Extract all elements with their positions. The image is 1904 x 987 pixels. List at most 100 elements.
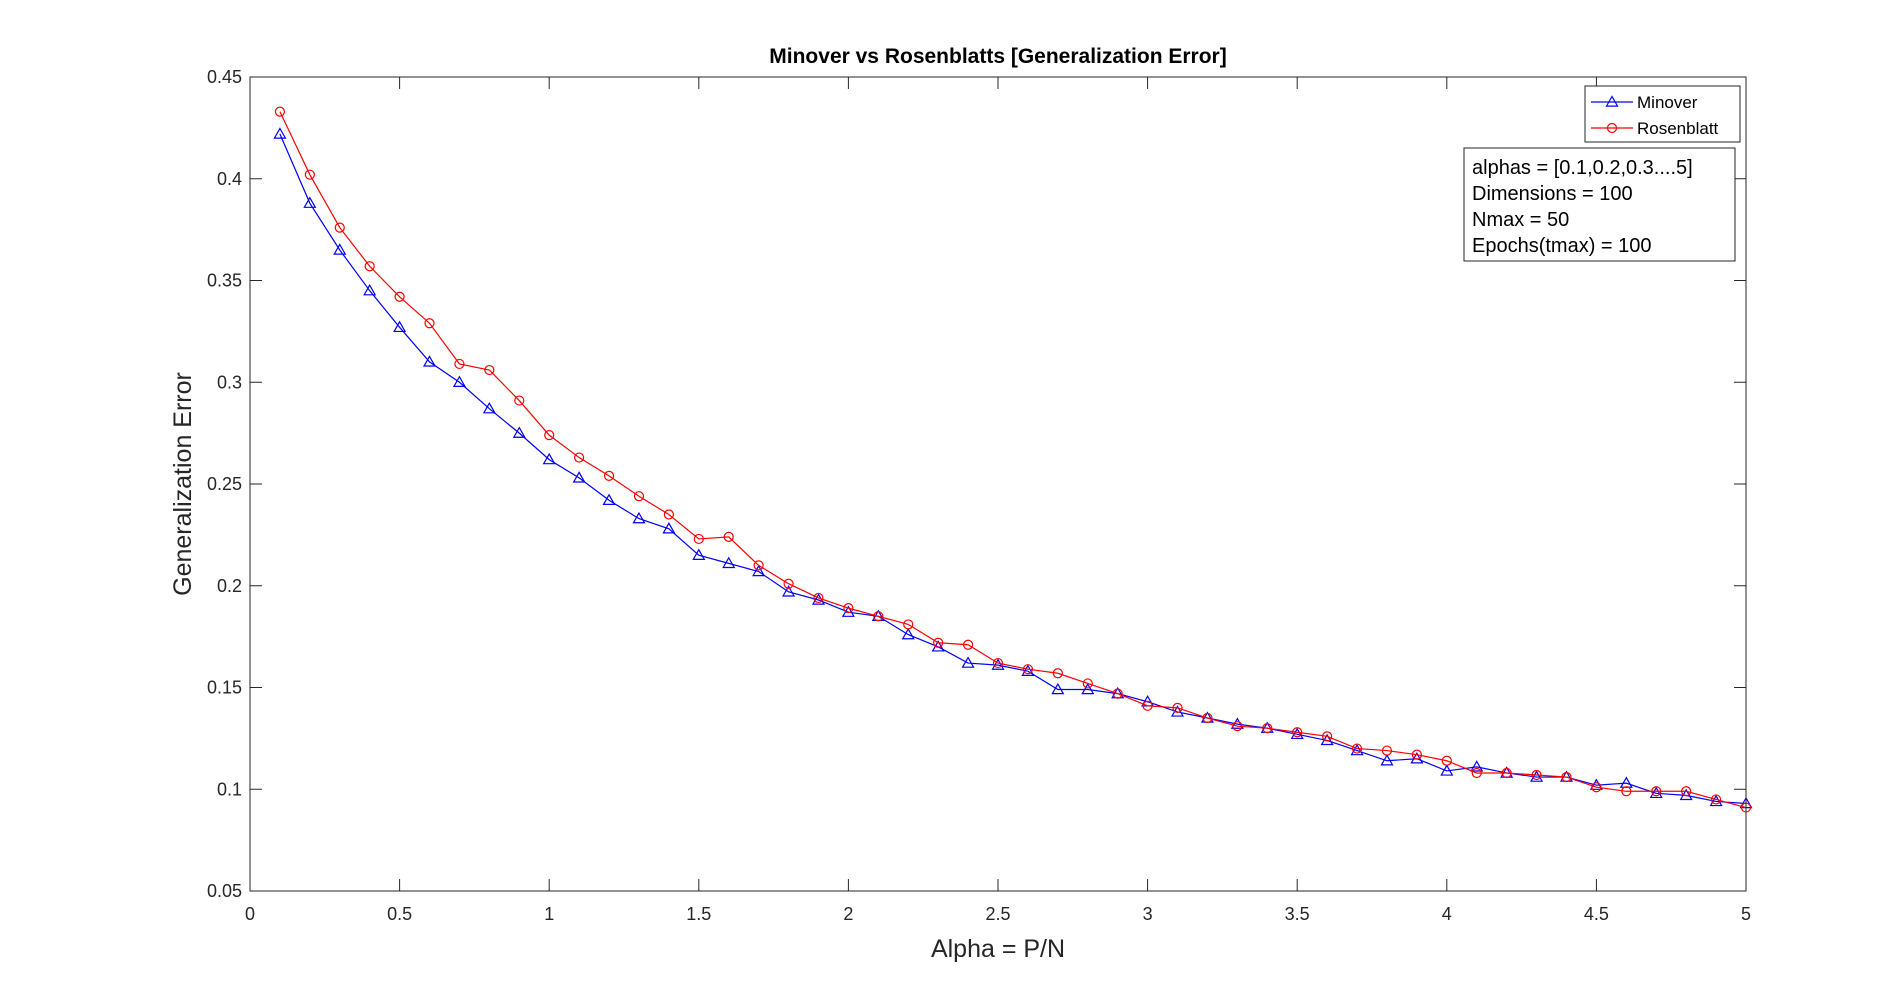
- legend-marker-minover: [1605, 95, 1619, 107]
- data-point-rosenblatt: [334, 222, 345, 233]
- y-tick-label: 0.05: [207, 881, 242, 901]
- y-tick-label: 0.3: [217, 372, 242, 392]
- tick-labels: 0 0.5 1 1.5 2 2.5 3 3.5 4 4.5 5 0.05 0.1 0.15 0.2 0.25 0…: [207, 67, 1751, 924]
- data-point-rosenblatt: [873, 611, 884, 622]
- data-point-rosenblatt: [1651, 786, 1662, 797]
- data-point-rosenblatt: [514, 395, 525, 406]
- data-point-rosenblatt: [1142, 700, 1153, 711]
- data-point-rosenblatt: [1710, 794, 1722, 805]
- x-tick-label: 2.5: [985, 904, 1010, 924]
- x-tick-label: 1.5: [686, 904, 711, 924]
- data-point-rosenblatt: [1052, 668, 1063, 679]
- data-point-minover: [572, 471, 586, 483]
- annotation-line: alphas = [0.1,0.2,0.3....5]: [1472, 157, 1693, 179]
- data-point-minover: [632, 511, 646, 524]
- annotation-line: Nmax = 50: [1472, 209, 1569, 231]
- data-point-minover: [333, 243, 347, 255]
- y-tick-label: 0.45: [207, 67, 242, 87]
- data-point-rosenblatt: [274, 106, 286, 117]
- data-point-rosenblatt: [484, 364, 495, 376]
- data-point-rosenblatt: [1561, 771, 1572, 783]
- data-point-minover: [901, 627, 915, 640]
- data-point-rosenblatt: [723, 531, 734, 543]
- data-point-minover: [1051, 682, 1065, 695]
- chart-title: Minover vs Rosenblatts [Generalization E…: [769, 45, 1226, 68]
- data-point-rosenblatt: [1292, 727, 1303, 738]
- x-tick-label: 2: [843, 904, 853, 924]
- data-point-rosenblatt: [1441, 755, 1452, 766]
- data-point-minover: [1350, 743, 1364, 756]
- annotation-frame: [1463, 147, 1736, 262]
- data-point-minover: [1649, 786, 1663, 799]
- data-point-minover: [482, 401, 496, 414]
- data-point-rosenblatt: [1022, 664, 1034, 675]
- x-axis-title: Alpha = P/N: [931, 935, 1065, 963]
- data-point-rosenblatt: [1591, 782, 1602, 793]
- data-point-rosenblatt: [603, 470, 615, 481]
- y-axis-title: Generalization Error: [169, 372, 197, 596]
- data-point-minover: [1081, 682, 1095, 695]
- data-point-rosenblatt: [903, 619, 914, 630]
- data-point-rosenblatt: [843, 603, 854, 614]
- x-tick-label: 4: [1442, 904, 1452, 924]
- data-point-minover: [1230, 717, 1244, 729]
- data-point-rosenblatt: [663, 509, 674, 520]
- x-tick-label: 0: [245, 904, 255, 924]
- data-point-minover: [1290, 727, 1304, 740]
- data-point-minover: [512, 426, 526, 438]
- data-point-minover: [752, 564, 766, 577]
- series-rosenblatt: [274, 106, 1752, 813]
- data-point-rosenblatt: [1172, 702, 1183, 713]
- data-point-rosenblatt: [1112, 688, 1123, 699]
- data-point-rosenblatt: [1621, 786, 1632, 797]
- data-point-rosenblatt: [1232, 721, 1243, 732]
- data-point-rosenblatt: [1471, 767, 1482, 779]
- y-tick-label: 0.15: [207, 678, 242, 698]
- data-point-rosenblatt: [753, 560, 764, 571]
- data-point-rosenblatt: [962, 639, 974, 650]
- data-point-rosenblatt: [394, 291, 405, 302]
- data-point-minover: [422, 355, 437, 367]
- data-point-minover: [363, 283, 377, 296]
- data-point-minover: [961, 656, 975, 668]
- data-point-rosenblatt: [1262, 723, 1273, 734]
- data-point-rosenblatt: [1202, 712, 1213, 724]
- data-point-minover: [1470, 760, 1484, 772]
- annotation-line: Epochs(tmax) = 100: [1472, 235, 1652, 257]
- data-point-minover: [991, 658, 1005, 670]
- data-point-rosenblatt: [544, 430, 555, 441]
- y-tick-label: 0.35: [207, 271, 242, 291]
- y-tick-label: 0.25: [207, 474, 242, 494]
- data-point-rosenblatt: [992, 657, 1004, 669]
- data-point-rosenblatt: [454, 358, 465, 370]
- annotation-box: alphas = [0.1,0.2,0.3....5] Dimensions = …: [1463, 147, 1736, 262]
- data-point-minover: [1589, 778, 1603, 790]
- series-layer: [273, 106, 1753, 813]
- data-point-minover: [722, 556, 736, 569]
- annotation-line: Dimensions = 100: [1472, 183, 1633, 205]
- legend-label-minover: Minover: [1637, 93, 1698, 112]
- data-point-minover: [1440, 764, 1454, 776]
- legend: Minover Rosenblatt: [1584, 85, 1741, 143]
- y-tick-label: 0.2: [217, 576, 242, 596]
- x-tick-label: 3.5: [1285, 904, 1310, 924]
- y-tick-label: 0.1: [217, 779, 242, 799]
- data-point-rosenblatt: [1501, 767, 1512, 779]
- legend-marker-rosenblatt: [1606, 122, 1618, 134]
- data-point-rosenblatt: [1381, 745, 1393, 756]
- data-point-rosenblatt: [1531, 769, 1542, 781]
- data-point-rosenblatt: [1351, 743, 1363, 754]
- data-point-rosenblatt: [783, 578, 794, 589]
- data-point-minover: [782, 585, 796, 597]
- y-tick-label: 0.4: [217, 169, 242, 189]
- data-point-rosenblatt: [424, 318, 435, 329]
- data-point-minover: [273, 127, 287, 139]
- data-point-rosenblatt: [574, 452, 585, 463]
- legend-label-rosenblatt: Rosenblatt: [1637, 119, 1719, 138]
- data-point-rosenblatt: [1681, 786, 1692, 797]
- axes-box: [249, 76, 1747, 892]
- data-point-minover: [1530, 770, 1544, 782]
- data-point-minover: [452, 375, 466, 387]
- legend-entry-rosenblatt: Rosenblatt: [1591, 119, 1719, 138]
- x-tick-label: 1: [544, 904, 554, 924]
